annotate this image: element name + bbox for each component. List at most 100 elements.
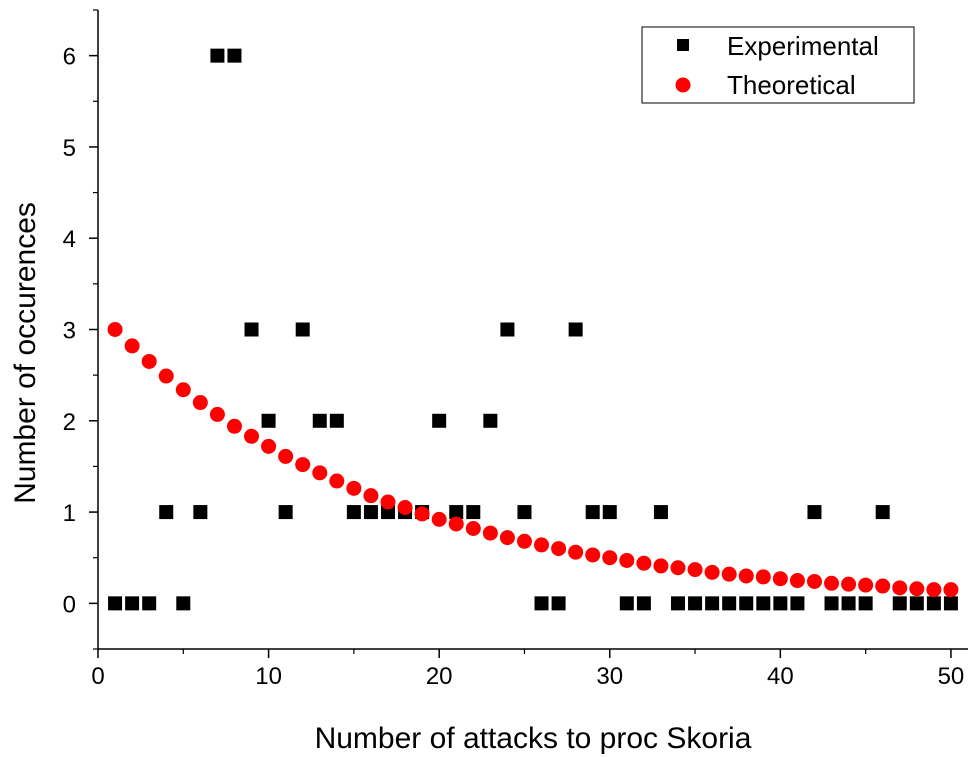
experimental-point	[449, 505, 464, 520]
theoretical-point	[516, 533, 532, 549]
x-tick-label: 40	[767, 663, 794, 690]
experimental-point	[227, 48, 242, 63]
theoretical-point	[141, 353, 157, 369]
theoretical-point	[841, 576, 857, 592]
experimental-point	[653, 505, 668, 520]
experimental-point	[841, 596, 856, 611]
experimental-point	[193, 505, 208, 520]
x-tick-label: 20	[426, 663, 453, 690]
theoretical-point	[465, 521, 481, 537]
theoretical-point	[755, 569, 771, 585]
experimental-point	[756, 596, 771, 611]
y-axis-title: Number of occurences	[9, 202, 42, 504]
experimental-point	[346, 505, 361, 520]
theoretical-point	[175, 382, 191, 398]
experimental-point	[909, 596, 924, 611]
experimental-point	[790, 596, 805, 611]
experimental-point	[568, 322, 583, 337]
theoretical-point	[585, 547, 601, 563]
legend-marker-theoretical	[675, 77, 691, 93]
theoretical-point	[329, 473, 345, 489]
theoretical-point	[534, 537, 550, 553]
theoretical-point	[414, 506, 430, 522]
experimental-point	[125, 596, 140, 611]
x-axis-ticks: 0 10 20 30 40 50	[91, 649, 964, 690]
experimental-point	[858, 596, 873, 611]
theoretical-point	[892, 580, 908, 596]
theoretical-point	[789, 573, 805, 589]
y-tick-label: 0	[63, 591, 76, 618]
experimental-point	[619, 596, 634, 611]
theoretical-point	[806, 573, 822, 589]
experimental-point	[943, 596, 958, 611]
plot-area	[107, 48, 959, 611]
y-tick-label: 3	[63, 318, 76, 345]
y-tick-label: 6	[63, 44, 76, 71]
theoretical-point	[858, 577, 874, 593]
experimental-point	[278, 505, 293, 520]
theoretical-point	[824, 575, 840, 591]
theoretical-point	[312, 465, 328, 481]
x-tick-label: 50	[938, 663, 965, 690]
experimental-point	[926, 596, 941, 611]
experimental-point	[312, 413, 327, 428]
experimental-point	[688, 596, 703, 611]
theoretical-point	[346, 480, 362, 496]
x-tick-label: 10	[255, 663, 282, 690]
theoretical-point	[738, 568, 754, 584]
y-axis-ticks: 0 1 2 3 4 5 6	[63, 9, 98, 650]
x-axis-title: Number of attacks to proc Skoria	[315, 722, 752, 755]
theoretical-point	[551, 541, 567, 557]
theoretical-point	[226, 418, 242, 434]
theoretical-point	[124, 338, 140, 354]
x-tick-label: 0	[91, 663, 104, 690]
series-theoretical	[107, 322, 959, 598]
theoretical-point	[363, 488, 379, 504]
theoretical-point	[687, 562, 703, 578]
experimental-point	[210, 48, 225, 63]
theoretical-point	[619, 552, 635, 568]
experimental-point	[773, 596, 788, 611]
theoretical-point	[909, 581, 925, 597]
experimental-point	[500, 322, 515, 337]
theoretical-point	[721, 566, 737, 582]
theoretical-point	[380, 494, 396, 510]
theoretical-point	[653, 558, 669, 574]
theoretical-point	[107, 322, 123, 337]
x-tick-label: 30	[596, 663, 623, 690]
theoretical-point	[772, 571, 788, 587]
experimental-point	[329, 413, 344, 428]
experimental-point	[108, 596, 123, 611]
theoretical-point	[602, 550, 618, 566]
theoretical-point	[209, 406, 225, 422]
experimental-point	[602, 505, 617, 520]
theoretical-point	[192, 395, 208, 411]
experimental-point	[807, 505, 822, 520]
y-tick-label: 4	[63, 226, 76, 253]
theoretical-point	[568, 544, 584, 560]
experimental-point	[892, 596, 907, 611]
experimental-point	[875, 505, 890, 520]
theoretical-point	[704, 564, 720, 580]
theoretical-point	[943, 582, 959, 598]
experimental-point	[244, 322, 259, 337]
theoretical-point	[926, 582, 942, 598]
experimental-point	[261, 413, 276, 428]
experimental-point	[466, 505, 481, 520]
y-tick-label: 5	[63, 135, 76, 162]
y-tick-label: 1	[63, 500, 76, 527]
experimental-point	[824, 596, 839, 611]
experimental-point	[142, 596, 157, 611]
theoretical-point	[158, 368, 174, 384]
legend-marker-experimental	[677, 39, 689, 51]
theoretical-point	[278, 448, 294, 464]
y-tick-label: 2	[63, 409, 76, 436]
legend-label-theoretical: Theoretical	[727, 70, 856, 100]
theoretical-point	[448, 516, 464, 532]
experimental-point	[159, 505, 174, 520]
legend: Experimental Theoretical	[641, 26, 915, 104]
experimental-point	[705, 596, 720, 611]
theoretical-point	[261, 438, 277, 454]
theoretical-point	[397, 500, 413, 516]
